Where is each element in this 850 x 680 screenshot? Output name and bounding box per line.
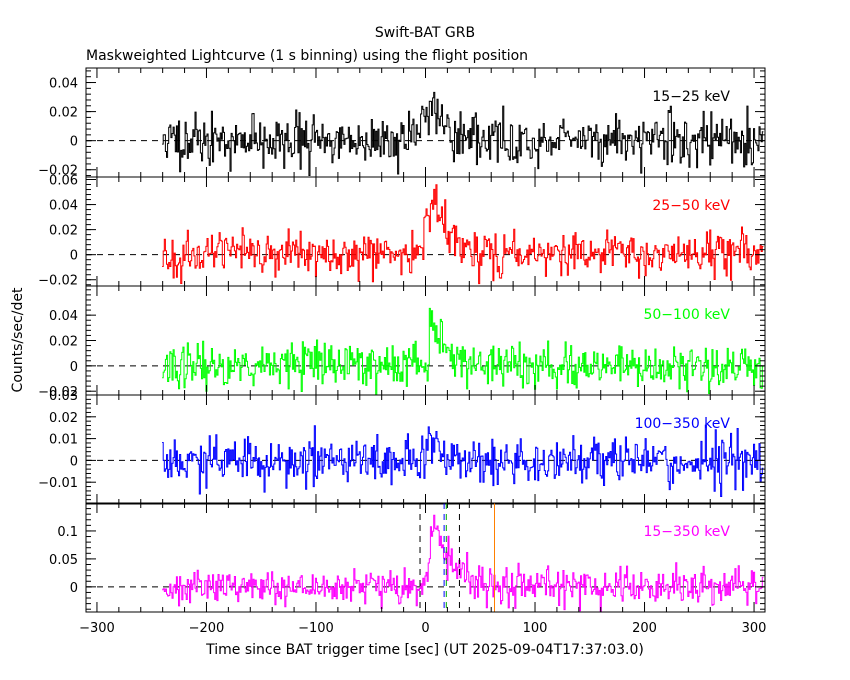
panel-100-350: −0.01 0 0.01 0.02 0.03 100−350 keV (38, 389, 766, 505)
band-label: 100−350 keV (635, 416, 731, 432)
x-tick-label: −300 (79, 621, 115, 636)
panel-frame (85, 176, 766, 287)
panel-15-350: 0 0.05 0.1 15−350 keV (49, 502, 766, 613)
y-tick-label: −0.01 (38, 476, 78, 491)
y-tick-label: 0.1 (57, 525, 78, 540)
y-tick-label: 0.02 (49, 335, 78, 350)
y-tick-label: −0.02 (38, 164, 78, 179)
y-tick-label: 0 (70, 454, 78, 469)
y-tick-label: 0.04 (49, 199, 78, 214)
lightcurve-15-350 (162, 514, 764, 613)
y-tick-label: 0 (70, 581, 78, 596)
y-tick-label: 0.02 (49, 224, 78, 239)
y-tick-label: 0.03 (49, 389, 78, 404)
x-tick-label: −200 (189, 621, 225, 636)
panel-15-25: −0.02 0 0.02 0.04 15−25 keV (38, 67, 766, 179)
y-tick-label: 0.04 (49, 77, 78, 92)
y-tick-label: 0 (70, 135, 78, 150)
y-tick-label: 0 (70, 249, 78, 264)
y-tick-label: −0.02 (38, 385, 78, 400)
x-tick-label: 300 (742, 621, 767, 636)
y-tick-label: 0.02 (49, 106, 78, 121)
y-tick-label: 0.01 (49, 433, 78, 448)
x-tick-label: −100 (298, 621, 334, 636)
panel-50-100: −0.02 0 0.02 0.04 50−100 keV (38, 285, 766, 400)
panel-frame (85, 502, 766, 613)
chart-subtitle: Maskweighted Lightcurve (1 s binning) us… (86, 48, 528, 64)
lightcurve-15-25 (162, 91, 764, 176)
band-label: 50−100 keV (643, 307, 730, 323)
panel-25-50: −0.02 0 0.02 0.04 0.06 25−50 keV (38, 174, 766, 289)
y-tick-label: −0.02 (38, 274, 78, 289)
y-tick-label: 0 (70, 360, 78, 375)
panel-frame (85, 285, 766, 396)
x-axis-label: Time since BAT trigger time [sec] (UT 20… (205, 642, 644, 658)
y-tick-label: 0.05 (49, 553, 78, 568)
y-tick-label: 0.04 (49, 309, 78, 324)
band-label: 15−25 keV (652, 89, 730, 105)
panels: −0.02 0 0.02 0.04 15−25 keV −0.02 0 0.02 0.04 0.0… (38, 67, 767, 636)
lightcurve-50-100 (162, 307, 764, 396)
lightcurve-25-50 (162, 184, 764, 285)
y-tick-label: 0.06 (49, 174, 78, 189)
y-tick-label: 0.02 (49, 411, 78, 426)
x-tick-label: 100 (523, 621, 548, 636)
band-label: 25−50 keV (652, 198, 730, 214)
band-label: 15−350 keV (643, 524, 730, 540)
x-tick-label: 0 (421, 621, 429, 636)
y-axis-label: Counts/sec/det (10, 287, 26, 392)
chart-title: Swift-BAT GRB (375, 25, 475, 41)
x-tick-label: 200 (632, 621, 657, 636)
lightcurve-100-350 (162, 424, 764, 497)
